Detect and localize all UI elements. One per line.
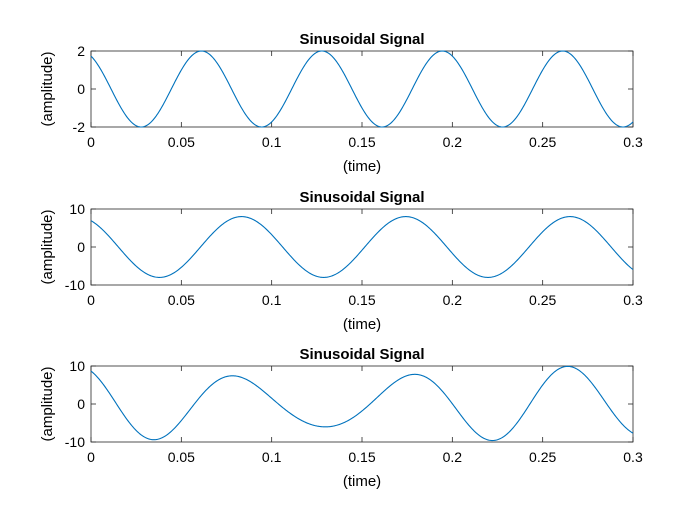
x-tick-label: 0.25 bbox=[529, 134, 556, 150]
signal-line bbox=[90, 50, 634, 128]
x-axis-label: (time) bbox=[343, 158, 381, 175]
x-tick-label: 0.15 bbox=[348, 292, 375, 308]
x-tick-label: 0.1 bbox=[262, 449, 282, 465]
x-tick-label: 0.15 bbox=[348, 134, 375, 150]
y-tick-label: -10 bbox=[65, 277, 85, 293]
x-tick-label: 0.2 bbox=[443, 134, 463, 150]
x-tick-label: 0.3 bbox=[623, 134, 643, 150]
x-axis-label: (time) bbox=[343, 316, 381, 333]
y-tick-label: 0 bbox=[77, 81, 85, 97]
y-tick-label: 0 bbox=[77, 239, 85, 255]
x-tick-label: 0.2 bbox=[443, 449, 463, 465]
y-axis-label: (amplitude) bbox=[39, 209, 56, 284]
y-tick-label: 10 bbox=[69, 358, 85, 374]
x-axis-label: (time) bbox=[343, 473, 381, 490]
x-tick-label: 0.05 bbox=[168, 292, 195, 308]
x-tick-label: 0.3 bbox=[623, 449, 643, 465]
x-tick-label: 0.05 bbox=[168, 134, 195, 150]
axes-box bbox=[90, 50, 634, 128]
signal-line bbox=[90, 365, 634, 442]
subplot-title: Sinusoidal Signal bbox=[299, 346, 424, 363]
y-axis-label: (amplitude) bbox=[39, 366, 56, 441]
x-tick-label: 0 bbox=[87, 134, 95, 150]
subplot-1: Sinusoidal Signal 0 0.05 0.1 0.15 0.2 0.25 0.3 -… bbox=[39, 31, 643, 175]
y-tick-label: 0 bbox=[77, 396, 85, 412]
subplot-title: Sinusoidal Signal bbox=[299, 189, 424, 206]
y-tick-label: -2 bbox=[73, 119, 86, 135]
x-tick-label: 0.2 bbox=[443, 292, 463, 308]
y-tick-label: 10 bbox=[69, 201, 85, 217]
x-tick-label: 0 bbox=[87, 449, 95, 465]
y-tick-label: -10 bbox=[65, 434, 85, 450]
x-tick-label: 0.3 bbox=[623, 292, 643, 308]
x-tick-label: 0 bbox=[87, 292, 95, 308]
subplot-title: Sinusoidal Signal bbox=[299, 31, 424, 48]
x-tick-label: 0.1 bbox=[262, 292, 282, 308]
x-tick-label: 0.1 bbox=[262, 134, 282, 150]
x-tick-label: 0.05 bbox=[168, 449, 195, 465]
x-tick-label: 0.25 bbox=[529, 449, 556, 465]
subplot-2: Sinusoidal Signal 0 0.05 0.1 0.15 0.2 0.25 0.3 -… bbox=[39, 189, 643, 333]
x-tick-label: 0.25 bbox=[529, 292, 556, 308]
subplot-3: Sinusoidal Signal 0 0.05 0.1 0.15 0.2 0.25 0.3 -… bbox=[39, 346, 643, 490]
x-tick-label: 0.15 bbox=[348, 449, 375, 465]
y-tick-label: 2 bbox=[77, 43, 85, 59]
y-axis-label: (amplitude) bbox=[39, 51, 56, 126]
signal-line bbox=[90, 216, 634, 278]
